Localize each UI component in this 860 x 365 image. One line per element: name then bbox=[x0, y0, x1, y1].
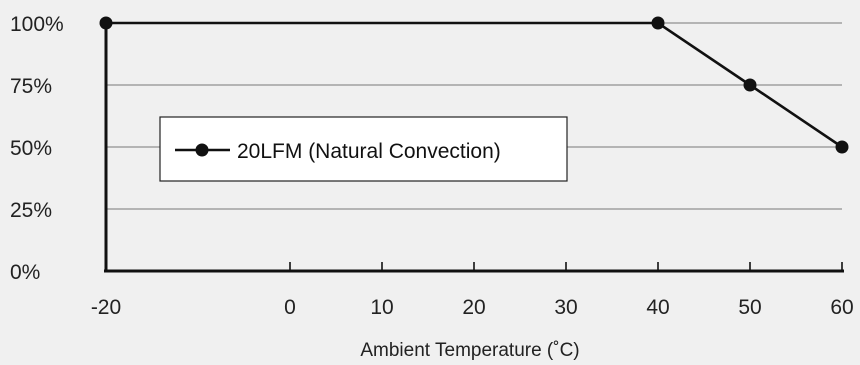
y-tick-label-4: 100% bbox=[10, 13, 64, 36]
data-point-0-2 bbox=[743, 78, 757, 92]
y-tick-label-1: 25% bbox=[10, 199, 52, 222]
x-tick-label-5: 40 bbox=[646, 296, 669, 319]
legend: 20LFM (Natural Convection) bbox=[159, 116, 568, 182]
series-line-group bbox=[99, 16, 849, 154]
x-tick-label-3: 20 bbox=[462, 296, 485, 319]
x-tick-label-6: 50 bbox=[738, 296, 761, 319]
data-point-0-3 bbox=[835, 140, 849, 154]
data-point-0-0 bbox=[99, 16, 113, 30]
legend-marker-swatch bbox=[195, 143, 209, 157]
data-point-0-1 bbox=[651, 16, 665, 30]
y-tick-labels: 0% 25% 50% 75% 100% bbox=[10, 13, 64, 284]
y-tick-label-0: 0% bbox=[10, 261, 40, 284]
x-tick-label-2: 10 bbox=[370, 296, 393, 319]
series-line-0 bbox=[106, 21, 843, 149]
x-tick-label-7: 60 bbox=[830, 296, 853, 319]
x-tick-labels: -20 0 10 20 30 40 50 60 bbox=[91, 296, 854, 319]
y-tick-label-2: 50% bbox=[10, 137, 52, 160]
x-tick-label-0: -20 bbox=[91, 296, 121, 319]
y-tick-label-3: 75% bbox=[10, 75, 52, 98]
x-tick-label-4: 30 bbox=[554, 296, 577, 319]
x-tick-label-1: 0 bbox=[284, 296, 296, 319]
axes bbox=[104, 23, 844, 273]
legend-label: 20LFM (Natural Convection) bbox=[237, 140, 501, 163]
x-axis-title: Ambient Temperature (˚C) bbox=[360, 340, 579, 361]
